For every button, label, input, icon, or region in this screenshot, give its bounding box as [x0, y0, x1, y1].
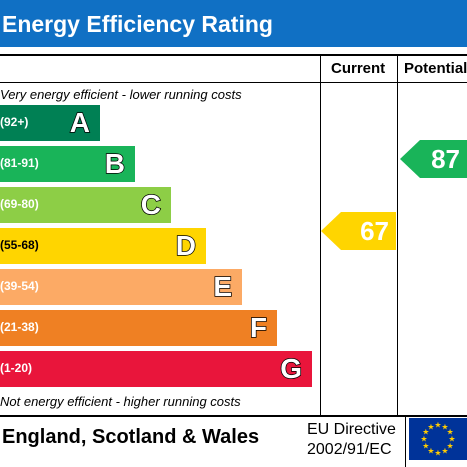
band-d: (55-68) D — [0, 228, 206, 264]
band-b: (81-91) B — [0, 146, 135, 182]
eu-star-icon: ★ — [422, 428, 429, 437]
bottom-note: Not energy efficient - higher running co… — [0, 394, 241, 409]
potential-column-divider — [397, 54, 398, 416]
band-range-label: (69-80) — [0, 197, 39, 211]
band-c: (69-80) C — [0, 187, 171, 223]
footer-directive: EU Directive 2002/91/EC — [307, 420, 396, 460]
band-letter: B — [104, 147, 126, 180]
footer-region: England, Scotland & Wales — [2, 426, 260, 448]
eu-star-icon: ★ — [420, 435, 427, 444]
band-letter: E — [213, 270, 233, 303]
band-range-label: (92+) — [0, 115, 29, 129]
band-letter: C — [140, 188, 162, 221]
directive-line2: 2002/91/EC — [307, 441, 392, 458]
band-f: (21-38) F — [0, 310, 277, 346]
eu-star-icon: ★ — [448, 435, 455, 444]
eu-star-icon: ★ — [422, 442, 429, 451]
eu-star-icon: ★ — [441, 422, 448, 431]
eu-star-icon: ★ — [434, 421, 441, 430]
eu-star-icon: ★ — [427, 422, 434, 431]
top-note: Very energy efficient - lower running co… — [0, 87, 242, 102]
band-g: (1-20) G — [0, 351, 312, 387]
table-top-border — [0, 54, 467, 56]
eu-star-icon: ★ — [441, 447, 448, 456]
current-rating-value: 67 — [360, 216, 389, 246]
band-range-label: (39-54) — [0, 279, 39, 293]
footer-divider — [405, 417, 406, 467]
header-row-divider — [0, 82, 467, 83]
eu-flag-icon: ★ ★ ★ ★ ★ ★ ★ ★ ★ ★ ★ ★ — [409, 418, 467, 460]
potential-column-header: Potential — [404, 60, 467, 77]
current-rating-arrow: 67 — [321, 212, 396, 250]
band-range-label: (81-91) — [0, 156, 39, 170]
band-a: (92+) A — [0, 105, 100, 141]
chart-title: Energy Efficiency Rating — [2, 11, 273, 37]
eu-star-icon: ★ — [447, 442, 454, 451]
band-letter: F — [249, 311, 268, 344]
current-column-header: Current — [331, 60, 386, 77]
eu-star-icon: ★ — [434, 449, 441, 458]
potential-rating-arrow: 87 — [400, 140, 467, 178]
eu-star-icon: ★ — [427, 447, 434, 456]
band-e: (39-54) E — [0, 269, 242, 305]
header-bar: Energy Efficiency Rating — [0, 0, 467, 47]
footer-top-border — [0, 415, 467, 417]
band-range-label: (55-68) — [0, 238, 39, 252]
directive-line1: EU Directive — [307, 421, 396, 438]
band-letter: G — [279, 352, 302, 385]
potential-rating-value: 87 — [431, 144, 460, 174]
band-range-label: (1-20) — [0, 361, 33, 375]
current-column-divider — [320, 54, 321, 416]
band-letter: D — [175, 229, 197, 262]
band-range-label: (21-38) — [0, 320, 39, 334]
band-letter: A — [69, 106, 91, 139]
eu-star-icon: ★ — [447, 428, 454, 437]
